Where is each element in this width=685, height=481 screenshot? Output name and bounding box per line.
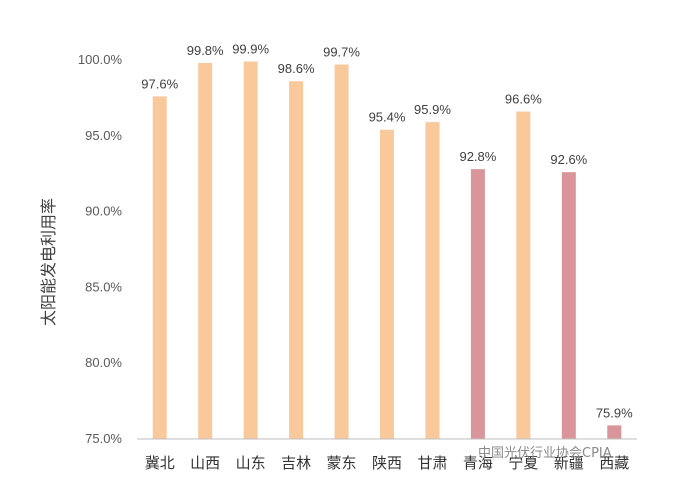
y-tick-label: 85.0% [85, 279, 122, 294]
bar [425, 122, 440, 439]
data-label: 97.6% [141, 76, 178, 91]
category-label: 新疆 [554, 454, 584, 472]
bar [334, 64, 349, 439]
data-label: 99.8% [187, 43, 224, 58]
data-label: 96.6% [505, 92, 542, 107]
data-label: 95.4% [369, 110, 406, 125]
data-label: 98.6% [278, 61, 315, 76]
y-tick-label: 80.0% [85, 355, 122, 370]
category-label: 蒙东 [327, 454, 357, 472]
data-label: 92.8% [459, 149, 496, 164]
data-label: 99.7% [323, 45, 360, 60]
bar [289, 81, 304, 439]
data-label: 95.9% [414, 102, 451, 117]
category-label: 山东 [236, 454, 266, 472]
data-label: 75.9% [596, 405, 633, 420]
y-tick-label: 90.0% [85, 204, 122, 219]
data-label: 92.6% [550, 152, 587, 167]
y-tick-label: 75.0% [85, 431, 122, 446]
bar [470, 169, 485, 440]
y-tick-label: 95.0% [85, 128, 122, 143]
category-label: 山西 [190, 454, 220, 472]
category-label: 宁夏 [508, 454, 538, 472]
category-label: 冀北 [145, 454, 175, 472]
y-axis-ticks: 75.0% 80.0% 85.0% 90.0% 95.0% 100.0% [78, 52, 123, 446]
category-label: 青海 [463, 454, 493, 472]
bar [198, 63, 213, 439]
data-labels: 97.6% 99.8% 99.9% 98.6% 99.7% 95.4% 95.9% 92.8%… [141, 42, 633, 421]
category-label: 甘肃 [417, 454, 447, 472]
category-label: 西藏 [599, 454, 629, 472]
bar [607, 425, 622, 439]
data-label: 99.9% [232, 42, 269, 57]
bar [243, 61, 258, 440]
y-tick-label: 100.0% [78, 52, 123, 67]
bar [561, 172, 576, 439]
y-axis-title: 太阳能发电利用率 [39, 198, 58, 326]
watermark: 中国光伏行业协会CPIA [478, 446, 612, 461]
category-labels: 冀北 山西 山东 吉林 蒙东 陕西 甘肃 青海 宁夏 新疆 西藏 [145, 454, 630, 472]
bar [380, 129, 394, 439]
bar [152, 96, 167, 439]
bar [516, 111, 531, 439]
category-label: 吉林 [281, 454, 311, 472]
category-label: 陕西 [372, 454, 402, 472]
bars [152, 61, 622, 440]
